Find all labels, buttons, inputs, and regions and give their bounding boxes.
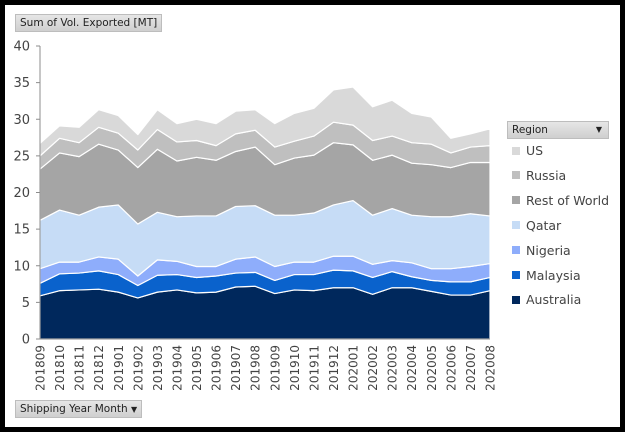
x-tick-label: 202004 [405,345,419,391]
legend-label: Malaysia [526,267,581,283]
x-tick-label: 201812 [92,345,106,391]
legend-swatch [512,171,520,180]
y-tick-label: 30 [13,113,30,128]
legend-item-russia: Russia [512,168,566,183]
legend-item-qatar: Qatar [512,218,561,233]
legend-label: Nigeria [526,242,571,258]
legend-item-australia: Australia [512,292,581,307]
x-tick-label: 202002 [366,345,380,391]
legend-item-nigeria: Nigeria [512,243,571,258]
legend-label: Australia [526,292,582,308]
x-tick-label: 201910 [288,345,302,391]
y-tick-label: 25 [13,149,30,164]
y-tick-label: 5 [22,296,30,311]
legend-label: Qatar [526,217,562,233]
legend-swatch [512,146,520,155]
legend-label: Rest of World [526,192,610,208]
x-tick-label: 201908 [249,345,263,391]
x-tick-label: 202003 [386,345,400,391]
legend-item-rest-of-world: Rest of World [512,193,609,208]
x-tick-label: 201810 [53,345,67,391]
legend-item-us: US [512,143,543,158]
y-tick-label: 40 [13,40,30,55]
legend-swatch [512,271,520,279]
x-tick-label: 201912 [327,345,341,391]
y-tick-label: 15 [13,223,30,238]
x-tick-label: 201809 [34,345,48,391]
x-tick-label: 201906 [210,345,224,391]
x-tick-label: 202007 [464,345,478,391]
legend-label: Russia [526,167,567,183]
area-series-australia [39,285,491,340]
axis-field-button[interactable]: Shipping Year Month ▼ [15,400,143,418]
x-tick-label: 201903 [151,345,165,391]
legend-swatch [512,295,520,304]
legend-field-button[interactable]: Region ▼ [507,121,609,139]
x-tick-label: 202008 [484,345,498,391]
legend-swatch [512,221,520,230]
x-tick-label: 201905 [190,345,204,391]
dropdown-arrow-icon: ▼ [130,405,138,414]
x-tick-label: 202006 [444,345,458,391]
legend-field-label: Region [512,124,548,136]
dropdown-arrow-icon: ▼ [595,125,602,134]
x-tick-label: 201907 [229,345,243,391]
x-tick-label: 201901 [112,345,126,391]
value-field-button[interactable]: Sum of Vol. Exported [MT] [15,14,163,32]
y-tick-label: 20 [13,186,30,201]
legend-swatch [512,246,520,255]
x-tick-label: 201902 [131,345,145,391]
x-tick-label: 202001 [347,345,361,391]
legend-label: US [526,143,544,158]
x-tick-label: 201911 [307,345,321,391]
x-tick-label: 201909 [268,345,282,391]
x-tick-label: 201904 [170,345,184,391]
area-series-us [39,86,491,157]
axis-field-label: Shipping Year Month [20,403,128,415]
x-tick-label: 202005 [425,345,439,391]
legend-swatch [512,196,520,205]
legend-item-malaysia: Malaysia [512,268,581,283]
y-tick-label: 10 [13,259,30,274]
value-field-label: Sum of Vol. Exported [MT] [20,17,158,29]
y-tick-label: 35 [13,76,30,91]
y-tick-label: 0 [22,333,30,348]
x-tick-label: 201811 [73,345,87,391]
